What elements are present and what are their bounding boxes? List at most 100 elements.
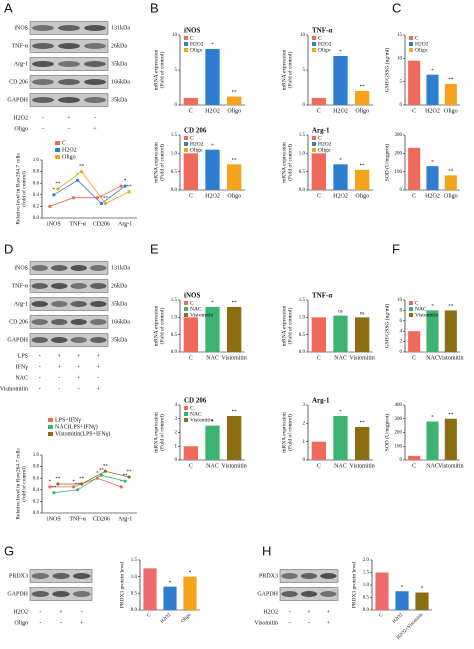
condition-label: H2O2 [13,115,28,121]
bar [333,416,348,460]
condition-sign: - [289,620,291,626]
blot-band [72,591,91,597]
data-point [127,190,131,194]
protein-label: CD 206 [9,319,28,325]
x-tick-label: H2O2 [425,108,440,114]
blot-band [300,573,318,579]
significance-mark: * [72,480,75,485]
significance-mark: ** [55,182,61,187]
blot-band [31,573,50,579]
significance-mark: ** [360,85,366,90]
bar [183,317,198,352]
size-label: 26kDa [111,283,127,289]
protein-label: GAPDH [257,591,278,597]
y-axis-label: mRNA expression [281,142,287,183]
panel-letter: B [150,0,159,15]
significance-mark: * [431,416,434,421]
y-tick-label: 0.5 [131,591,138,596]
bar [355,91,370,105]
condition-sign: - [308,620,310,626]
bar [355,427,370,460]
x-tick-label: Oligo [355,193,369,199]
legend-swatch [184,42,188,46]
x-tick-label: C [412,193,416,199]
y-tick-label: 0.2 [33,205,40,210]
bar [375,572,389,610]
y-tick-label: 1.0 [33,453,40,458]
x-tick-label: CD206 [93,221,110,227]
data-point [123,479,127,483]
y-tick-label: 100 [395,170,403,175]
blot-band [281,573,298,579]
legend-label: Oligo [190,47,203,53]
significance-mark: * [100,197,103,202]
y-tick-label: 400 [395,403,403,408]
x-tick-label: Arg-1 [118,221,132,227]
y-axis-label: (Fold of control) [158,144,165,181]
y-axis-label: SOD (U/mgprot) [383,414,390,452]
y-tick-label: 4 [175,403,178,408]
y-axis-label: mRNA expression [153,412,159,453]
data-point [56,482,60,486]
y-axis-label: mRNA expression [281,306,287,347]
y-tick-label: 0 [303,103,306,108]
significance-mark: ** [55,477,61,482]
condition-sign: + [80,620,84,626]
blot-strip [29,297,109,311]
significance-mark: * [339,50,342,55]
legend-swatch [184,301,188,305]
x-tick-label: Vistomitin [222,463,247,469]
blot-band [70,301,87,307]
blot-band [70,337,87,343]
condition-sign: - [39,609,41,615]
bar [426,74,439,105]
legend-swatch [409,42,413,46]
y-tick-label: 100 [395,444,403,449]
significance-mark: * [96,471,99,476]
y-tick-label: 2 [175,431,178,436]
legend-label: C [415,35,419,41]
legend-label: C [190,35,194,41]
blot-band [70,319,87,325]
y-axis-label: PRDX3 protein level [119,561,125,608]
x-tick-label: H2O2 [333,108,348,114]
series-line [57,171,130,205]
bar [205,149,220,190]
panel-letter: E [150,241,159,256]
y-tick-label: 1.5 [131,558,138,563]
data-point [80,482,84,486]
y-tick-label: 0.5 [363,596,370,601]
legend-swatch [48,432,53,436]
significance-mark: * [211,301,214,306]
legend-label: LPS+IFNγ [55,417,81,423]
legend-swatch [184,148,188,152]
legend-swatch [55,155,60,159]
y-tick-label: 2.0 [363,558,370,563]
y-tick-label: 0.5 [171,170,178,175]
data-point [52,193,56,197]
y-tick-label: 0.5 [299,170,306,175]
bar [415,592,429,610]
significance-mark: * [120,480,123,485]
significance-mark: ** [232,158,238,163]
blot-band [58,25,80,31]
legend-label: C [62,140,66,146]
significance-mark: ** [79,477,85,482]
significance-mark: * [211,420,214,425]
bar [205,306,220,352]
significance-mark: * [431,69,434,74]
x-tick-label: NAC [206,463,219,469]
blot-band [32,43,54,49]
y-tick-label: 3 [175,417,178,422]
x-tick-label: Oligo [181,612,193,624]
y-axis-label: GSH/GSSG (ug/ml) [383,48,390,93]
legend-label: NAC(LPS+IFNγ) [55,423,98,430]
significance-mark: ** [232,301,238,306]
legend-swatch [184,48,188,52]
blot-band [90,283,107,289]
legend-swatch [312,48,316,52]
x-tick-label: NAC [426,463,439,469]
y-tick-label: 0.8 [33,465,40,470]
x-tick-label: C [317,355,321,361]
bar [311,441,326,460]
